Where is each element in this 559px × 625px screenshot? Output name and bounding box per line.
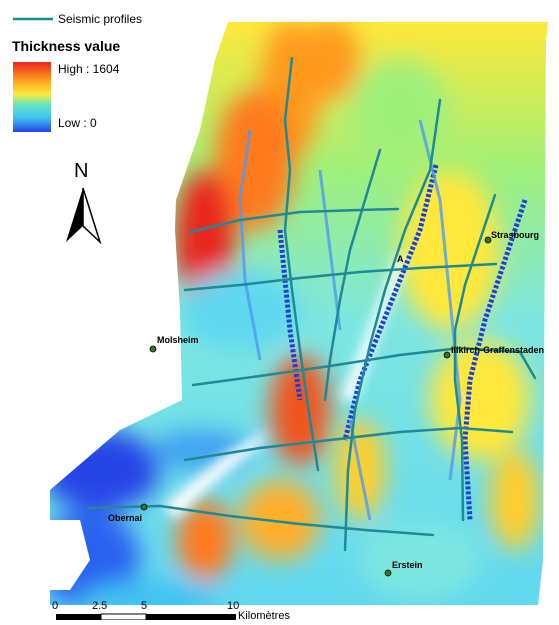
- scale-tick-10: 10: [227, 600, 240, 612]
- scale-tick-5: 5: [141, 600, 148, 612]
- scale-tick-0: 0: [52, 600, 59, 612]
- north-label: N: [74, 160, 89, 182]
- profile-label-a: A: [397, 254, 404, 264]
- place-label-illkirch: Illkirch-Graffenstaden: [451, 345, 544, 355]
- scale-tick-2-5: 2.5: [92, 600, 108, 612]
- place-label-molsheim: Molsheim: [157, 335, 199, 345]
- legend-high-label: High : 1604: [58, 62, 120, 76]
- place-marker-molsheim: [149, 345, 157, 353]
- place-marker-strasbourg: [484, 236, 492, 244]
- legend-profiles-label: Seismic profiles: [58, 12, 143, 26]
- place-label-strasbourg: Strasbourg: [491, 230, 539, 240]
- scale-bar: [56, 613, 236, 621]
- legend-low-label: Low : 0: [58, 116, 97, 130]
- place-label-obernai: Obernai: [108, 513, 142, 523]
- legend-color-ramp: [13, 62, 51, 132]
- place-marker-obernai: [140, 503, 148, 511]
- thickness-raster: [50, 22, 548, 605]
- place-markers: Strasbourg Molsheim Illkirch-Graffenstad…: [108, 230, 544, 577]
- place-marker-illkirch: [443, 351, 451, 359]
- legend-title: Thickness value: [12, 38, 121, 54]
- scale-unit: Kilomètres: [238, 610, 290, 622]
- place-label-erstein: Erstein: [392, 560, 423, 570]
- place-marker-erstein: [384, 569, 392, 577]
- seismic-profiles: [86, 56, 537, 552]
- north-arrow-icon: [66, 187, 102, 245]
